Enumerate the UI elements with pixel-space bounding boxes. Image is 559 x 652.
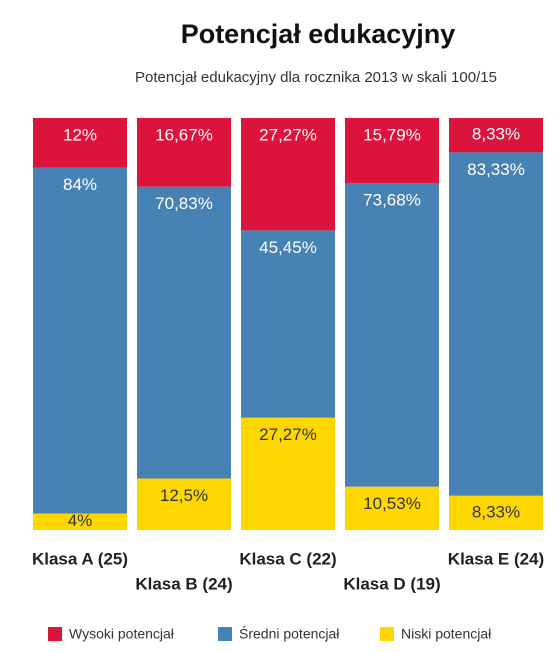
bar-segment — [241, 417, 335, 530]
value-label: 15,79% — [363, 125, 421, 144]
bar-segment — [345, 118, 439, 184]
x-tick-label: Klasa A (25) — [32, 549, 128, 568]
bar-segment — [241, 118, 335, 231]
bar-segment — [345, 183, 439, 487]
bar-segment — [33, 513, 127, 530]
legend-swatch — [218, 627, 232, 641]
value-label: 70,83% — [155, 194, 213, 213]
bar-segment — [137, 186, 231, 479]
value-label: 84% — [63, 175, 97, 194]
x-tick-label: Klasa C (22) — [239, 549, 336, 568]
x-tick-label: Klasa D (19) — [343, 574, 440, 593]
bar-segment — [137, 478, 231, 530]
value-label: 8,33% — [472, 502, 520, 521]
bar-segment — [33, 167, 127, 514]
legend-label: Średni potencjał — [239, 625, 340, 642]
value-label: 73,68% — [363, 191, 421, 210]
x-tick-label: Klasa E (24) — [448, 549, 544, 568]
bar-segment — [137, 118, 231, 187]
legend-swatch — [380, 627, 394, 641]
bar-segment — [345, 486, 439, 530]
value-label: 12,5% — [160, 486, 208, 505]
bar-segment — [33, 118, 127, 168]
legend-label: Wysoki potencjał — [69, 626, 175, 642]
bar-segment — [449, 152, 543, 496]
value-label: 16,67% — [155, 125, 213, 144]
legend-swatch — [48, 627, 62, 641]
bar-segment — [449, 118, 543, 153]
chart-subtitle: Potencjał edukacyjny dla rocznika 2013 w… — [135, 69, 497, 86]
value-label: 8,33% — [472, 125, 520, 144]
bar-segment — [449, 495, 543, 530]
value-label: 83,33% — [467, 160, 525, 179]
value-label: 12% — [63, 125, 97, 144]
x-tick-label: Klasa B (24) — [135, 574, 232, 593]
legend-label: Niski potencjał — [401, 626, 492, 642]
value-label: 4% — [68, 511, 93, 530]
bar-segment — [241, 230, 335, 418]
value-label: 10,53% — [363, 494, 421, 513]
value-label: 45,45% — [259, 238, 317, 257]
value-label: 27,27% — [259, 425, 317, 444]
value-label: 27,27% — [259, 126, 317, 145]
chart-title: Potencjał edukacyjny — [181, 19, 456, 49]
